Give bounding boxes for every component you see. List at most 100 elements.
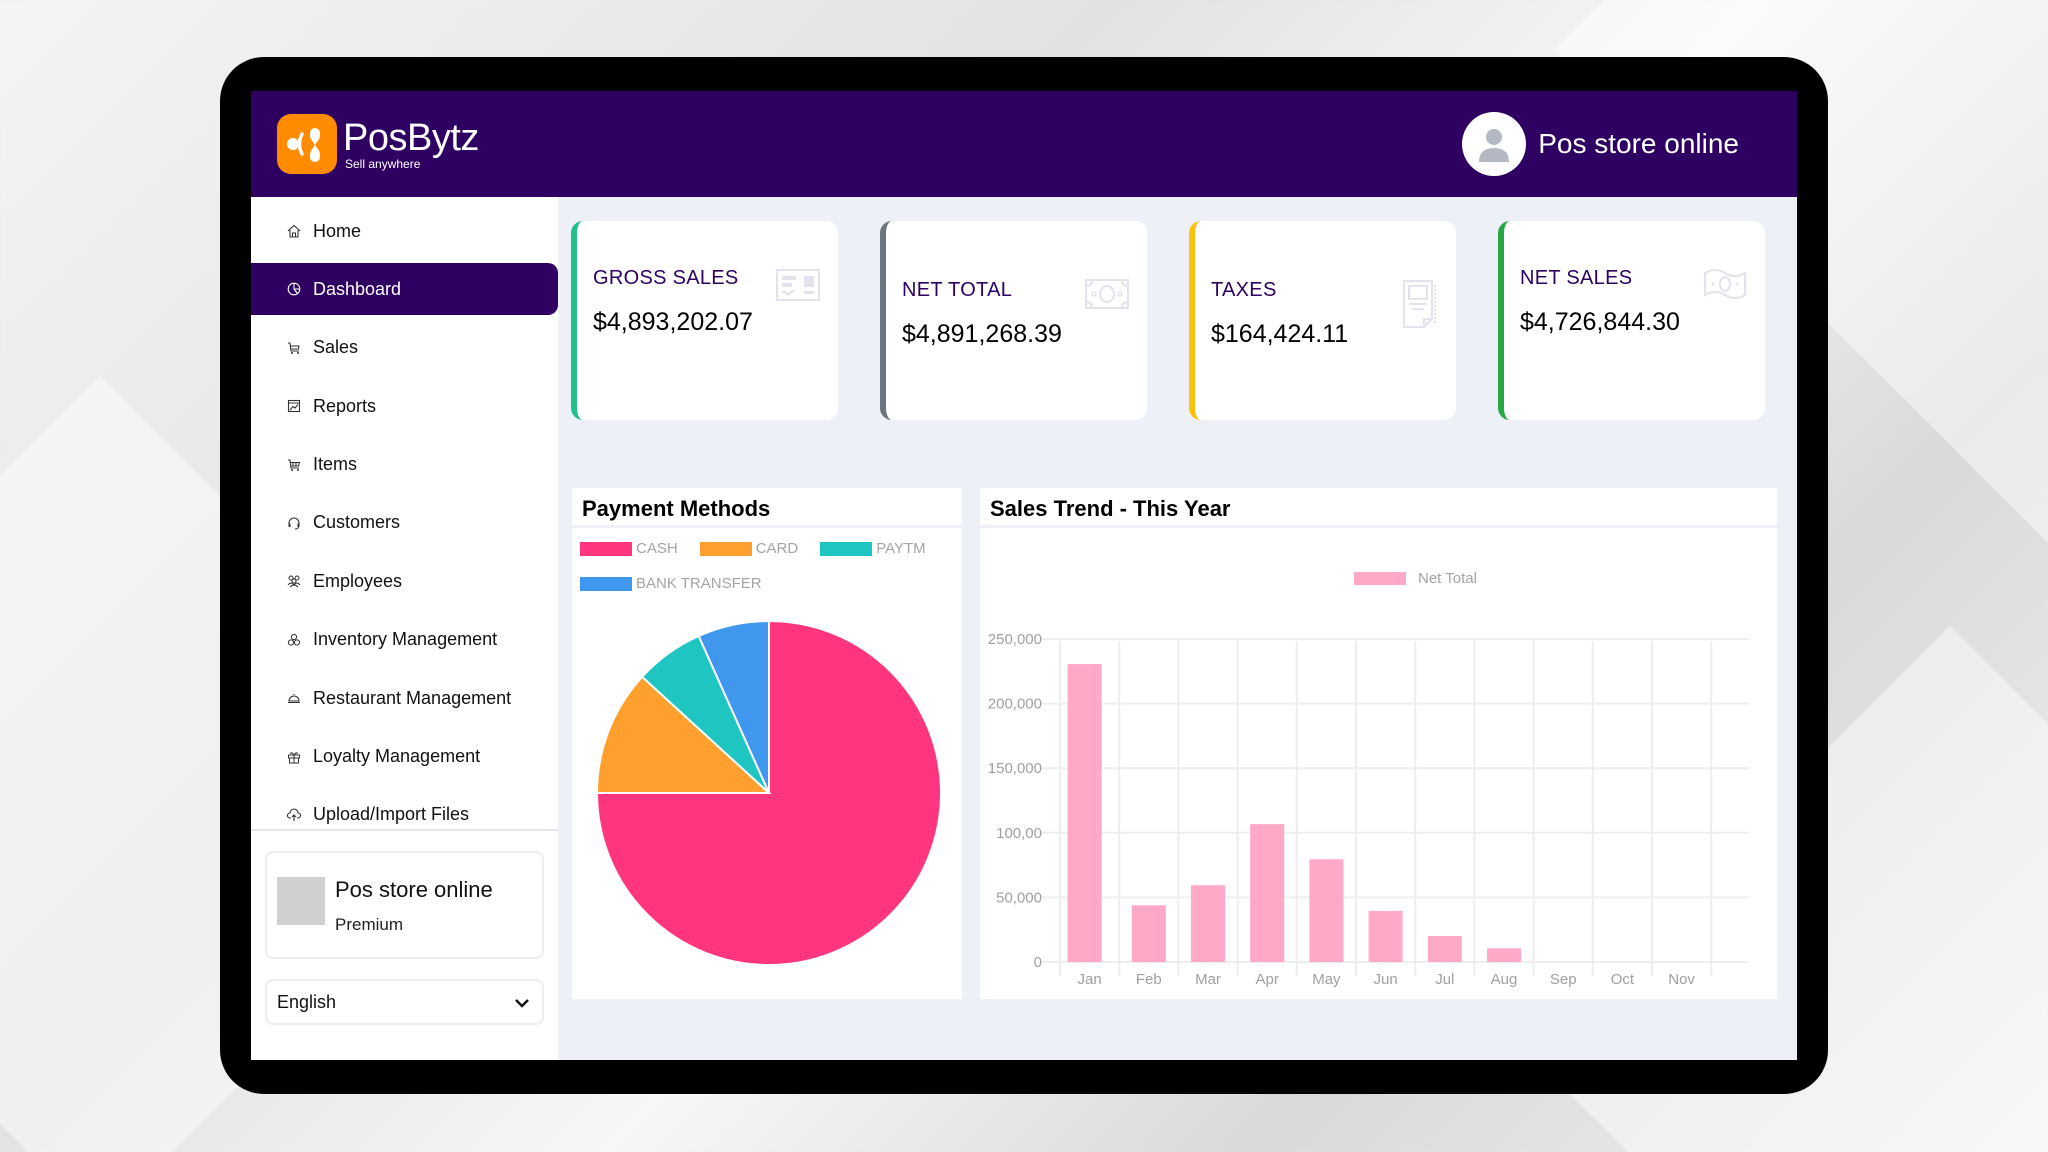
sidebar-item-items[interactable]: Items	[251, 439, 558, 491]
kpi-card-net-sales[interactable]: NET SALES $4,726,844.30	[1498, 221, 1765, 420]
basket-icon	[287, 458, 301, 472]
user-menu[interactable]: Pos store online	[1462, 112, 1739, 176]
chevron-down-icon	[514, 992, 530, 1013]
legend-swatch	[580, 576, 632, 591]
app-screen: PosBytz Sell anywhere Pos store online	[251, 91, 1797, 1060]
kpi-value: $4,891,268.39	[902, 320, 1062, 348]
brand-logo[interactable]: PosBytz Sell anywhere	[277, 114, 479, 174]
store-info-card[interactable]: Pos store online Premium	[265, 851, 544, 959]
kpi-card-net-total[interactable]: NET TOTAL $4,891,268.39	[880, 221, 1147, 420]
people-icon	[287, 574, 301, 588]
sidebar-nav: Home Dashboard Sales Reports Items	[251, 197, 558, 831]
kpi-value: $4,726,844.30	[1520, 308, 1680, 336]
legend-label: Net Total	[1418, 570, 1477, 587]
panel-title: Sales Trend - This Year	[980, 488, 1777, 528]
legend-label: PAYTM	[876, 540, 926, 557]
avatar	[1462, 112, 1527, 176]
tablet-frame: PosBytz Sell anywhere Pos store online	[220, 57, 1828, 1094]
sidebar-item-label: Customers	[313, 512, 401, 533]
pie-chart	[595, 619, 942, 966]
document-icon	[1402, 279, 1438, 334]
language-select[interactable]: English	[265, 979, 544, 1025]
legend-swatch	[820, 541, 873, 556]
sidebar-item-label: Loyalty Management	[313, 746, 481, 767]
pie-slice-card[interactable]	[595, 675, 772, 794]
header-user-name: Pos store online	[1538, 128, 1739, 159]
kpi-label: NET SALES	[1520, 267, 1633, 289]
sidebar-item-label: Sales	[313, 337, 359, 358]
sidebar-item-label: Employees	[313, 570, 403, 591]
sidebar-item-restaurant-management[interactable]: Restaurant Management	[251, 672, 558, 724]
y-tick-label: 200,000	[988, 696, 1042, 713]
bar-mar[interactable]	[1191, 885, 1225, 962]
y-tick-label: 0	[1034, 954, 1042, 971]
pie-chart-icon	[287, 282, 301, 296]
bar-chart: 0 50,000 100,00 150,000 200,000 250,000 Jan Feb…	[988, 631, 1749, 988]
boxes-icon	[287, 633, 301, 647]
bar-jun[interactable]	[1368, 910, 1403, 962]
headset-icon	[287, 516, 301, 530]
legend-swatch	[580, 541, 632, 556]
bar-aug[interactable]	[1487, 948, 1521, 962]
sidebar-item-employees[interactable]: Employees	[251, 555, 558, 607]
kpi-card-taxes[interactable]: TAXES $164,424.11	[1189, 221, 1456, 420]
cloud-upload-icon	[287, 808, 301, 822]
bar-jan[interactable]	[1067, 664, 1102, 962]
sales-trend-panel: Sales Trend - This Year Net Total 0 50,00…	[980, 488, 1777, 999]
legend-label: CARD	[755, 540, 799, 557]
kpi-value: $4,893,202.07	[593, 308, 753, 336]
top-header: PosBytz Sell anywhere Pos store online	[251, 91, 1797, 197]
store-plan: Premium	[335, 915, 404, 934]
store-name: Pos store online	[335, 877, 493, 902]
payment-methods-panel: Payment Methods CASH CARD PAYTM BANK TRANSF…	[572, 488, 962, 999]
bar-legend[interactable]: Net Total	[1354, 570, 1477, 587]
x-tick-label: Nov	[1668, 971, 1695, 988]
sidebar-item-upload-import-files[interactable]: Upload/Import Files	[251, 789, 558, 841]
x-tick-label: Jun	[1374, 971, 1398, 988]
sidebar-item-label: Home	[313, 220, 362, 241]
sidebar-item-dashboard[interactable]: Dashboard	[251, 263, 558, 316]
x-tick-label: Sep	[1550, 971, 1577, 988]
x-tick-label: Jul	[1435, 971, 1454, 988]
gift-icon	[287, 750, 301, 764]
sidebar-item-label: Upload/Import Files	[313, 804, 470, 825]
kpi-label: TAXES	[1211, 279, 1277, 301]
cloche-icon	[287, 691, 301, 705]
cart-icon	[287, 341, 301, 355]
sidebar-item-inventory-management[interactable]: Inventory Management	[251, 614, 558, 666]
x-tick-label: Mar	[1195, 971, 1221, 988]
store-thumbnail	[277, 877, 325, 925]
brand-tagline: Sell anywhere	[345, 156, 421, 171]
legend-swatch	[699, 541, 752, 556]
legend-item[interactable]: CARD	[699, 540, 799, 557]
bar-apr[interactable]	[1250, 824, 1285, 962]
kpi-label: GROSS SALES	[593, 267, 739, 289]
legend-item[interactable]: BANK TRANSFER	[580, 575, 762, 592]
bar-jul[interactable]	[1427, 936, 1462, 962]
bar-may[interactable]	[1309, 859, 1344, 962]
legend-item[interactable]: CASH	[580, 540, 678, 557]
x-tick-label: Feb	[1136, 971, 1162, 988]
x-tick-label: Apr	[1256, 971, 1279, 988]
y-tick-label: 150,000	[988, 760, 1042, 777]
sidebar-item-label: Inventory Management	[313, 629, 498, 650]
bar-feb[interactable]	[1131, 905, 1166, 962]
legend-label: BANK TRANSFER	[636, 575, 762, 592]
sidebar-item-customers[interactable]: Customers	[251, 497, 558, 549]
y-tick-label: 250,000	[988, 631, 1042, 648]
x-tick-label: May	[1312, 971, 1341, 988]
legend-item[interactable]: PAYTM	[820, 540, 926, 557]
pie-slice-bank-transfer[interactable]	[697, 619, 770, 794]
kpi-card-gross-sales[interactable]: GROSS SALES $4,893,202.07	[571, 221, 838, 420]
sidebar-item-label: Dashboard	[313, 278, 402, 299]
sidebar-item-home[interactable]: Home	[251, 205, 558, 257]
legend-label: CASH	[636, 540, 678, 557]
sidebar-item-reports[interactable]: Reports	[251, 380, 558, 432]
sidebar-item-sales[interactable]: Sales	[251, 322, 558, 374]
user-icon	[1479, 129, 1510, 162]
legend-swatch	[1354, 572, 1406, 585]
language-selected: English	[277, 991, 337, 1012]
sidebar-item-loyalty-management[interactable]: Loyalty Management	[251, 731, 558, 783]
pie-legend: CASH CARD PAYTM BANK TRANSFER	[572, 528, 962, 592]
sidebar-item-label: Reports	[313, 395, 377, 416]
